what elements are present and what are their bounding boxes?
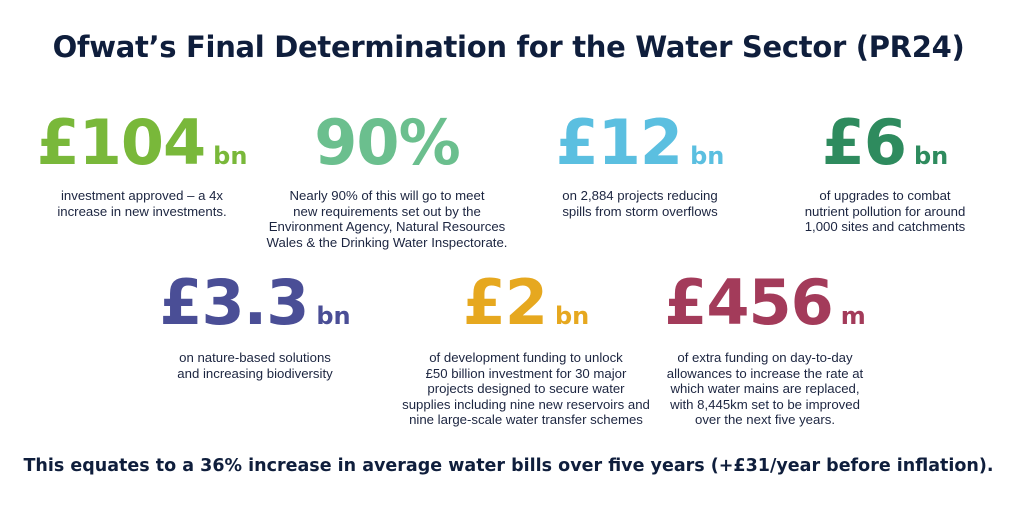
stat-storm-overflows: £12 bn on 2,884 projects reducing spills … [515, 112, 765, 219]
stat-unit: bn [690, 142, 725, 170]
desc-line: of upgrades to combat [819, 188, 951, 203]
stat-nutrient-pollution: £6 bn of upgrades to combat nutrient poll… [770, 112, 1000, 235]
desc-line: of development funding to unlock [429, 350, 623, 365]
desc-line: of extra funding on day-to-day [677, 350, 853, 365]
stat-investment-approved: £104 bn investment approved – a 4x increa… [22, 112, 262, 219]
desc-line: Wales & the Drinking Water Inspectorate. [266, 234, 508, 250]
stat-nature-based: £3.3 bn on nature-based solutions and inc… [130, 272, 380, 381]
stat-figure: £2 bn [381, 272, 671, 334]
stat-figure: £104 bn [22, 112, 262, 174]
stat-value: £456 [664, 266, 834, 339]
stat-figure: £3.3 bn [130, 272, 380, 334]
stat-description: investment approved – a 4x increase in n… [22, 188, 262, 219]
stat-description: of extra funding on day-to-day allowance… [640, 350, 890, 428]
stat-value: 90% [314, 106, 460, 179]
desc-line: Nearly 90% of this will go to meet [289, 188, 485, 203]
stat-figure: £12 bn [515, 112, 765, 174]
page-title: Ofwat’s Final Determination for the Wate… [52, 30, 965, 64]
desc-line: allowances to increase the rate at [666, 365, 864, 381]
desc-line: projects designed to secure water [427, 381, 625, 397]
stat-unit: m [840, 302, 866, 330]
stat-figure: £6 bn [770, 112, 1000, 174]
stat-value: £2 [462, 266, 548, 339]
desc-line: 1,000 sites and catchments [804, 219, 966, 235]
stat-description: on 2,884 projects reducing spills from s… [515, 188, 765, 219]
desc-line: nine large-scale water transfer schemes [409, 412, 643, 428]
stat-new-requirements: 90% Nearly 90% of this will go to meet n… [242, 112, 532, 250]
stat-figure: £456 m [640, 272, 890, 334]
desc-line: supplies including nine new reservoirs a… [402, 396, 650, 412]
desc-line: increase in new investments. [57, 203, 227, 219]
desc-line: Environment Agency, Natural Resources [268, 219, 506, 235]
stat-description: Nearly 90% of this will go to meet new r… [242, 188, 532, 250]
stat-water-mains: £456 m of extra funding on day-to-day all… [640, 272, 890, 428]
desc-line: over the next five years. [694, 412, 835, 428]
desc-line: on 2,884 projects reducing [562, 188, 718, 203]
stat-development-funding: £2 bn of development funding to unlock £5… [381, 272, 671, 428]
stat-unit: bn [316, 302, 351, 330]
desc-line: new requirements set out by the [293, 203, 481, 219]
desc-line: and increasing biodiversity [177, 365, 333, 381]
stat-value: £3.3 [159, 266, 309, 339]
stat-unit: bn [555, 302, 590, 330]
desc-line: on nature-based solutions [179, 350, 331, 365]
stat-figure: 90% [242, 112, 532, 174]
desc-line: spills from storm overflows [562, 203, 718, 219]
stat-value: £104 [36, 106, 207, 179]
desc-line: nutrient pollution for around [804, 203, 966, 219]
stat-description: of development funding to unlock £50 bil… [381, 350, 671, 428]
desc-line: which water mains are replaced, [670, 381, 860, 397]
desc-line: £50 billion investment for 30 major [425, 365, 627, 381]
stat-value: £12 [555, 106, 683, 179]
stat-description: of upgrades to combat nutrient pollution… [770, 188, 1000, 235]
stat-unit: bn [213, 142, 248, 170]
desc-line: with 8,445km set to be improved [670, 396, 860, 412]
stat-unit: bn [914, 142, 949, 170]
desc-line: investment approved – a 4x [60, 188, 223, 203]
stat-value: £6 [821, 106, 907, 179]
footer-summary: This equates to a 36% increase in averag… [23, 456, 994, 476]
stat-description: on nature-based solutions and increasing… [130, 350, 380, 381]
